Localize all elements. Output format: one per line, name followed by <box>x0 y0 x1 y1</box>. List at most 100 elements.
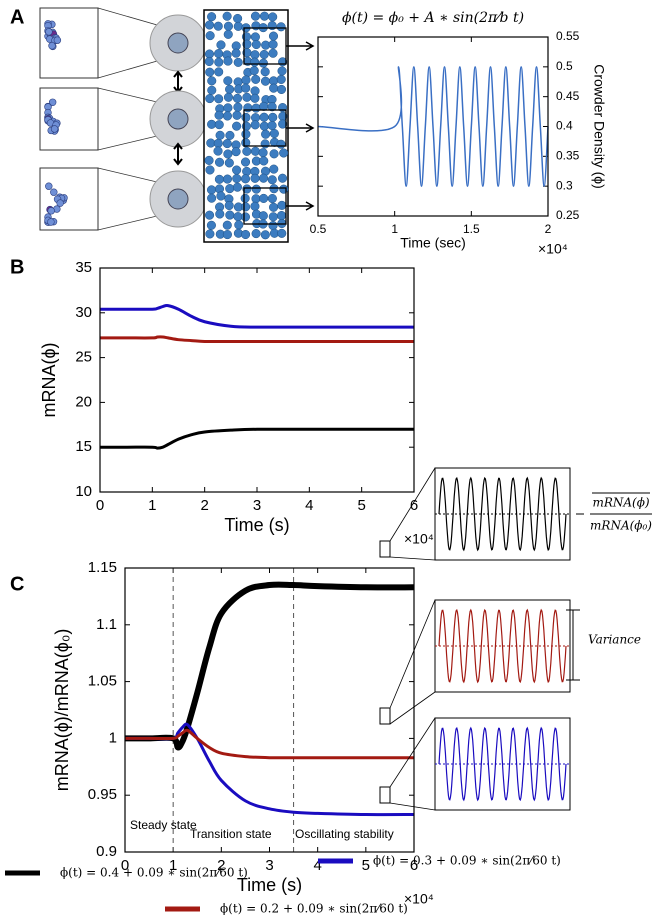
crowder <box>214 49 224 59</box>
crowder <box>249 66 259 76</box>
y-tick-label: 25 <box>75 349 92 366</box>
crowder <box>267 193 277 204</box>
zoom-box <box>379 786 391 804</box>
crowder <box>260 67 270 77</box>
crowder <box>225 210 235 220</box>
zoom-line <box>389 691 436 725</box>
crowder <box>214 157 225 167</box>
monomer <box>45 182 53 190</box>
crowder <box>276 139 286 149</box>
plot-area <box>100 268 414 492</box>
crowder <box>223 29 233 39</box>
crowder <box>206 220 216 230</box>
crowder <box>222 220 232 230</box>
crowder <box>241 129 251 139</box>
zoom-line <box>389 599 436 709</box>
crowder <box>222 11 232 21</box>
crowder <box>276 84 287 94</box>
plot-frame <box>124 567 415 853</box>
crowder <box>215 209 225 219</box>
y-axis-label: mRNA(ϕ)/mRNA(ϕ₀) <box>52 629 72 792</box>
crowder <box>204 56 214 67</box>
nucleus-core <box>167 188 189 210</box>
crowder <box>268 202 279 212</box>
panel-label: C <box>10 573 24 595</box>
crowder <box>279 148 289 158</box>
crowder <box>260 139 270 149</box>
crowder <box>250 146 260 156</box>
monomer <box>53 36 62 44</box>
arrow <box>286 201 315 211</box>
crowder <box>213 138 223 148</box>
y-tick-label: 0.95 <box>88 786 117 803</box>
crowder <box>206 185 217 195</box>
monomer <box>45 28 53 36</box>
polymer-box <box>39 167 99 231</box>
crowder <box>240 229 251 240</box>
crowder <box>213 21 223 31</box>
crowder <box>231 48 241 58</box>
series-line <box>99 335 414 344</box>
y-tick-label: 1.1 <box>96 616 117 633</box>
crowder <box>223 21 233 31</box>
crowder <box>232 121 242 131</box>
crowder <box>204 20 215 30</box>
crowder <box>233 102 243 112</box>
y-tick-label: 0.5 <box>556 59 573 73</box>
plot-frame <box>99 267 415 493</box>
y-axis-label: Crowder Density (ϕ) <box>591 64 607 189</box>
crowder <box>241 202 251 212</box>
double-arrow <box>173 142 183 166</box>
crowder <box>268 212 278 222</box>
crowder <box>222 139 232 149</box>
y-tick-label: 0.45 <box>556 89 580 103</box>
crowder <box>241 75 251 85</box>
zoom-box <box>379 707 391 725</box>
crowder <box>204 155 214 165</box>
x-tick-label: 5 <box>357 497 365 514</box>
crowder <box>250 57 260 67</box>
zoom-line <box>389 467 436 542</box>
crowder <box>242 92 252 102</box>
crowder <box>268 221 278 231</box>
crowder <box>204 210 215 220</box>
crowder <box>277 173 288 183</box>
series-line <box>100 304 414 329</box>
mean-denominator: mRNA(ϕ₀) <box>590 519 652 533</box>
crowder <box>233 57 243 67</box>
crowder <box>205 67 215 77</box>
zoom-line <box>389 717 436 788</box>
crowder <box>250 173 260 183</box>
nucleus-core <box>167 32 189 54</box>
crowder <box>207 85 217 95</box>
double-arrow <box>173 70 183 94</box>
y-tick-label: 15 <box>75 438 92 455</box>
variance-label: Variance <box>588 633 641 647</box>
crowder <box>269 184 279 194</box>
zoom-line <box>389 556 436 561</box>
x-tick-label: 0 <box>96 497 104 514</box>
crowder <box>205 165 215 175</box>
crowder <box>269 164 279 174</box>
nucleus-core <box>167 108 189 130</box>
x-tick-label: 4 <box>305 497 313 514</box>
crowder <box>213 146 223 156</box>
crowder <box>269 83 279 93</box>
x-tick-label: 2 <box>200 497 208 514</box>
crowder <box>259 156 269 166</box>
legend-label: ϕ(t) = 0.2 + 0.09 ∗ sin(2π⁄60 t) <box>220 902 408 916</box>
crowder <box>224 158 234 168</box>
crowder <box>250 11 261 21</box>
crowder <box>251 229 261 239</box>
polymer-box <box>39 7 99 79</box>
phase-label: Steady state <box>130 818 197 832</box>
crowder <box>251 194 261 204</box>
crowder <box>242 184 252 194</box>
crowder <box>250 32 260 42</box>
crowder <box>241 83 251 93</box>
crowder <box>241 112 251 123</box>
crowder <box>251 39 261 50</box>
crowder <box>214 174 224 184</box>
y-tick-label: 0.4 <box>556 119 573 133</box>
crowder <box>268 39 278 49</box>
